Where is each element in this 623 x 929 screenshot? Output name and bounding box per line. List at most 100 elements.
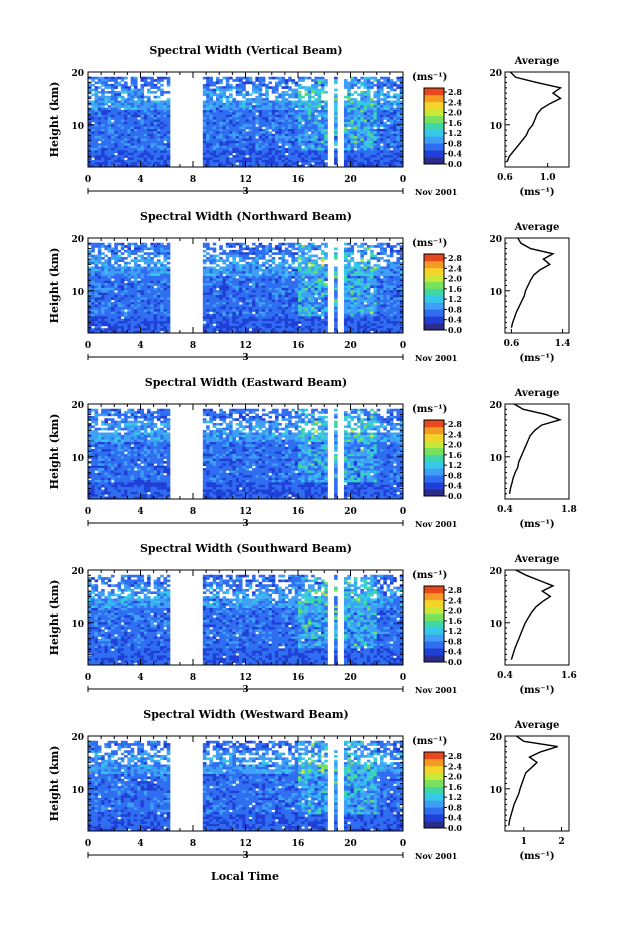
average-y-tick-label: 10 [489,786,502,796]
colorbar-tick-label: 2.4 [448,761,462,771]
x-tick-label: 20 [344,175,357,185]
panel-1: Spectral Width (Vertical Beam) Height (km… [48,44,570,198]
date-suffix: Nov 2001 [415,353,457,363]
average-x-tick-label: 2 [558,837,564,847]
colorbar-segment [424,800,444,808]
colorbar-frame [423,751,445,829]
colorbar-segment [424,267,444,276]
average-x-tick-label: 1.6 [561,671,577,681]
x-tick-label: 4 [137,341,143,351]
y-axis-label: Height (km) [48,82,61,158]
x-tick-label: 4 [137,507,143,517]
average-line [506,71,563,162]
average-profile: Average 10 20 0.4 1.8 (ms⁻¹) [489,388,576,530]
date-suffix: Nov 2001 [415,187,457,197]
colorbar-segment [424,295,444,303]
date-suffix: Nov 2001 [415,685,457,695]
colorbar-tick-label: 0.8 [448,470,462,480]
average-x-tick-label: 1 [521,837,527,847]
colorbar-segment [424,323,444,331]
average-y-tick-label: 20 [489,235,502,245]
colorbar-unit: (ms⁻¹) [412,238,447,249]
colorbar-tick-label: 0.0 [448,657,462,667]
x-tick-label: 4 [137,175,143,185]
x-tick-label: 4 [137,673,143,683]
average-title: Average [514,554,560,565]
colorbar-segment [424,260,444,269]
average-x-label: (ms⁻¹) [519,685,554,696]
average-y-tick-label: 10 [489,454,502,464]
x-tick-label: 8 [190,673,196,683]
x-tick-label: 20 [344,839,357,849]
date-label: 3 [242,685,248,695]
y-tick-label: 10 [71,786,84,796]
x-tick-label: 0 [85,175,91,185]
colorbar: 2.82.42.01.61.20.80.40.0 [423,751,462,833]
colorbar-tick-label: 2.0 [448,274,462,284]
colorbar-tick-label: 0.4 [448,647,462,657]
colorbar-tick-label: 1.2 [448,626,462,636]
x-tick-label: 0 [85,341,91,351]
average-profile: Average 10 20 0.4 1.6 (ms⁻¹) [489,554,576,696]
panel-5: Spectral Width (Westward Beam) Height (km… [48,708,570,862]
colorbar-tick-label: 1.2 [448,294,462,304]
colorbar-tick-label: 2.4 [448,263,462,273]
x-tick-label: 0 [85,507,91,517]
colorbar-segment [424,627,444,635]
average-y-tick-label: 10 [489,620,502,630]
colorbar-tick-label: 2.4 [448,429,462,439]
average-title: Average [514,222,560,233]
colorbar-segment [424,433,444,442]
colorbar-segment [424,482,444,490]
heatmap-field [88,740,404,832]
colorbar-tick-label: 2.0 [448,440,462,450]
date-label: 3 [242,851,248,861]
colorbar-segment [424,150,444,158]
y-axis-label: Height (km) [48,248,61,324]
colorbar-segment [424,468,444,476]
colorbar: 2.82.42.01.61.20.80.40.0 [423,87,462,169]
y-tick-label: 10 [71,454,84,464]
average-x-tick-label: 0.4 [497,671,513,681]
colorbar: 2.82.42.01.61.20.80.40.0 [423,419,462,501]
x-tick-label: 0 [400,839,406,849]
colorbar-tick-label: 1.2 [448,792,462,802]
colorbar-segment [424,779,444,787]
colorbar-segment [424,454,444,462]
average-x-tick-label: 1.0 [540,173,556,183]
colorbar-segment [424,108,444,116]
date-suffix: Nov 2001 [415,519,457,529]
colorbar-tick-label: 1.6 [448,782,462,792]
colorbar-segment [424,606,444,614]
colorbar-segment [424,129,444,137]
y-tick-label: 20 [71,235,84,245]
x-tick-label: 0 [85,673,91,683]
colorbar-segment [424,122,444,130]
shared-xlabel: Local Time [211,870,279,883]
colorbar-tick-label: 0.4 [448,315,462,325]
y-tick-label: 20 [71,733,84,743]
heatmap-field [88,242,404,334]
average-x-tick-label: 0.6 [497,173,513,183]
x-tick-label: 8 [190,341,196,351]
colorbar-tick-label: 2.8 [448,419,462,429]
x-tick-label: 16 [292,175,305,185]
colorbar-tick-label: 2.8 [448,253,462,263]
colorbar-tick-label: 1.2 [448,128,462,138]
y-tick-label: 10 [71,122,84,132]
colorbar-tick-label: 0.8 [448,138,462,148]
x-tick-label: 0 [400,175,406,185]
average-title: Average [514,388,560,399]
average-y-tick-label: 10 [489,122,502,132]
colorbar-segment [424,115,444,123]
colorbar-segment [424,641,444,649]
average-x-tick-label: 1.8 [561,505,577,515]
colorbar-tick-label: 0.8 [448,304,462,314]
colorbar-segment [424,440,444,448]
average-x-tick-label: 0.6 [504,339,520,349]
colorbar-segment [424,489,444,497]
colorbar-segment [424,420,444,428]
colorbar-segment [424,101,444,110]
x-tick-label: 20 [344,673,357,683]
